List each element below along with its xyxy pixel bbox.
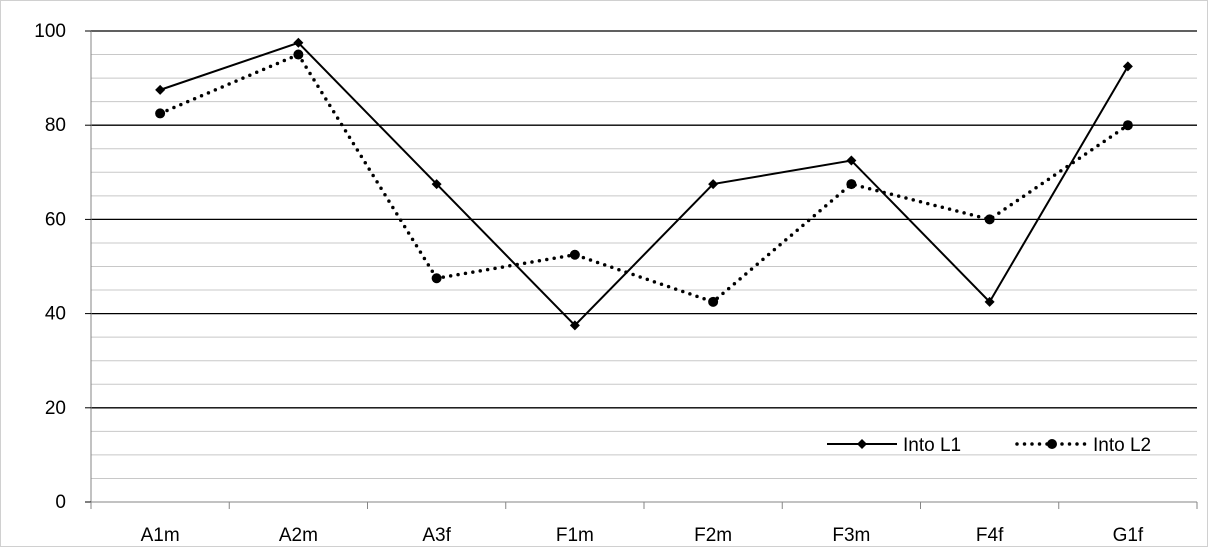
data-point bbox=[569, 320, 580, 331]
series-line-1 bbox=[159, 41, 1129, 327]
data-point bbox=[431, 273, 442, 284]
data-point bbox=[984, 296, 995, 307]
minor-gridlines bbox=[91, 54, 1197, 479]
x-tick-label: F2m bbox=[694, 525, 732, 546]
x-axis-ticks: A1m A2m A3f F1m F2m F3m F4f G1f bbox=[90, 502, 1198, 546]
x-tick-label: A1m bbox=[141, 525, 180, 546]
data-point bbox=[708, 179, 719, 190]
data-point bbox=[846, 179, 857, 190]
data-point bbox=[569, 249, 580, 260]
data-point bbox=[846, 155, 857, 166]
y-tick-label: 40 bbox=[45, 304, 66, 325]
legend-marker-2 bbox=[1047, 439, 1057, 449]
x-tick-label: F1m bbox=[556, 525, 594, 546]
series-layer bbox=[155, 37, 1133, 331]
y-tick-label: 60 bbox=[45, 209, 66, 230]
x-tick-label: F3m bbox=[832, 525, 870, 546]
data-point bbox=[1122, 61, 1133, 72]
series-line-2 bbox=[158, 52, 1130, 304]
y-axis-ticks: 0 20 40 60 80 100 bbox=[34, 21, 91, 513]
legend-marker-1 bbox=[857, 439, 867, 449]
data-point bbox=[155, 108, 166, 119]
data-point bbox=[708, 296, 719, 307]
data-point bbox=[155, 84, 166, 95]
x-tick-label: A2m bbox=[279, 525, 318, 546]
x-tick-label: F4f bbox=[976, 525, 1004, 546]
data-point bbox=[1122, 120, 1133, 131]
y-tick-label: 80 bbox=[45, 115, 66, 136]
x-tick-label: G1f bbox=[1113, 525, 1144, 546]
legend-label-2: Into L2 bbox=[1093, 435, 1151, 456]
data-point bbox=[293, 49, 304, 60]
y-tick-label: 0 bbox=[55, 492, 66, 513]
legend: Into L1 Into L2 bbox=[827, 435, 1151, 456]
y-tick-label: 20 bbox=[45, 398, 66, 419]
data-point bbox=[984, 214, 995, 225]
legend-label-1: Into L1 bbox=[903, 435, 961, 456]
x-tick-label: A3f bbox=[422, 525, 451, 546]
data-point bbox=[293, 37, 304, 48]
data-point bbox=[431, 179, 442, 190]
y-tick-label: 100 bbox=[34, 21, 66, 42]
major-gridlines bbox=[91, 30, 1197, 409]
